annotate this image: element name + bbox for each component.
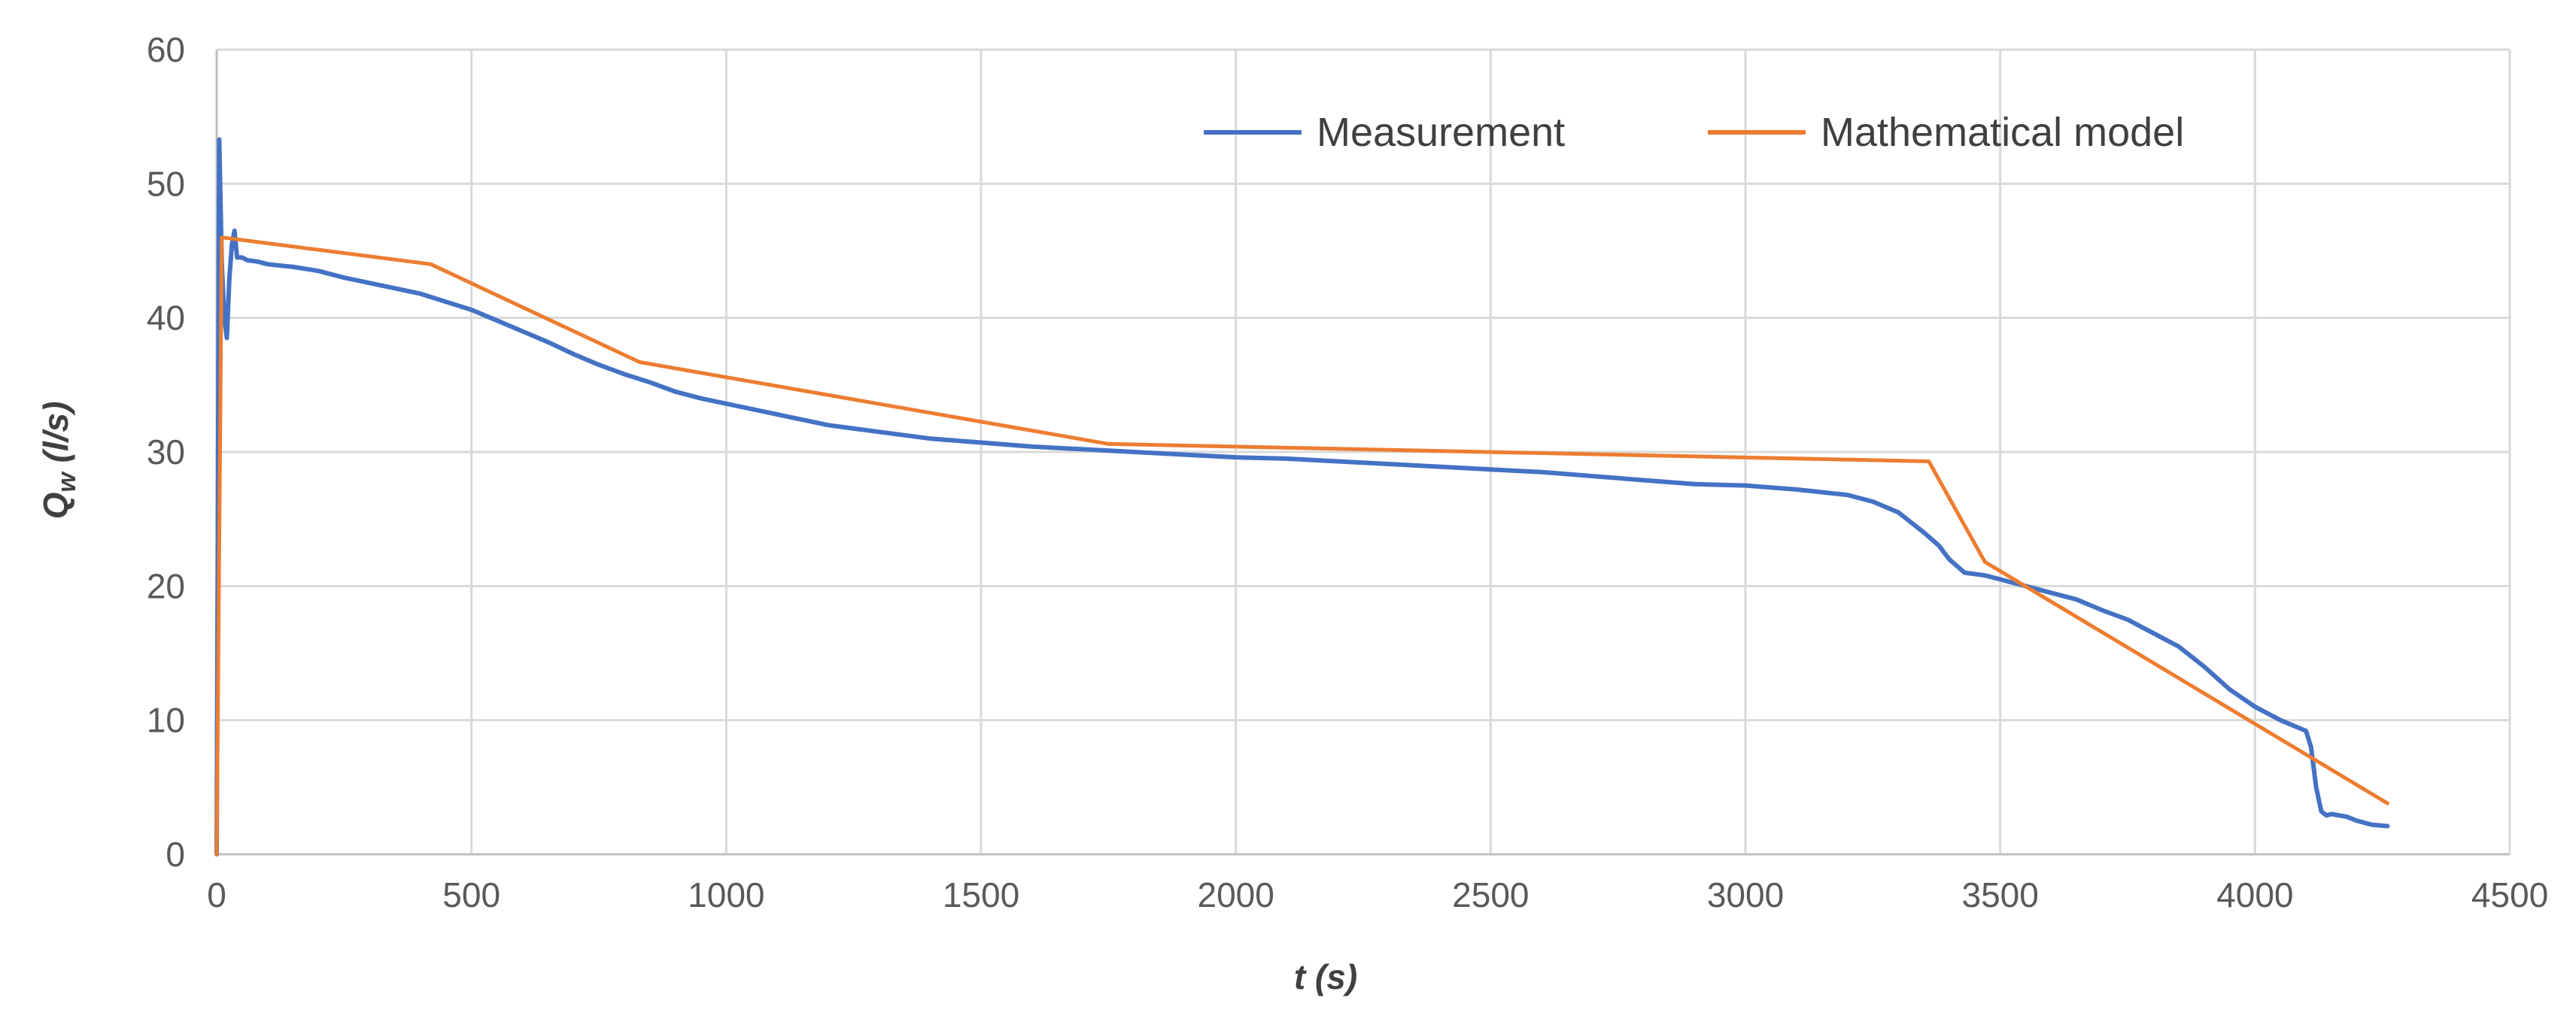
x-tick-label: 3500	[1961, 875, 2038, 914]
x-tick-label: 2000	[1197, 875, 1274, 914]
y-tick-label: 60	[147, 30, 185, 69]
x-tick-label: 500	[442, 875, 500, 914]
axes: 0 10 20 30 40 50 60 0 500 1000 1500 2000 2500 3000 350…	[147, 30, 2548, 914]
x-tick-label: 4500	[2471, 875, 2548, 914]
legend-label-measurement: Measurement	[1317, 110, 1565, 155]
gridlines	[217, 48, 2511, 854]
series-line-mathematical-model	[214, 235, 2389, 857]
y-tick-label: 0	[166, 835, 185, 874]
x-tick-label: 0	[207, 875, 226, 914]
y-axis-title-unit: (l/s)	[36, 402, 75, 463]
x-tick-label: 2500	[1452, 875, 1529, 914]
y-tick-label: 30	[147, 432, 185, 472]
legend-label-mathematical-model: Mathematical model	[1821, 110, 2184, 155]
x-axis-title: t (s)	[1294, 957, 1357, 996]
legend: Measurement Mathematical model	[1204, 110, 2184, 155]
x-tick-label: 4000	[2216, 875, 2293, 914]
y-axis-title: Qw (l/s)	[36, 402, 81, 520]
x-tick-label: 1500	[943, 875, 1019, 914]
y-axis-title-subscript: w	[53, 471, 81, 493]
series-line-measurement	[214, 137, 2390, 857]
series-lines	[214, 137, 2390, 857]
y-axis-title-main: Q	[36, 492, 75, 519]
x-tick-label: 3000	[1707, 875, 1784, 914]
y-tick-label: 20	[147, 566, 185, 605]
y-tick-label: 40	[147, 299, 185, 338]
x-tick-label: 1000	[688, 875, 764, 914]
y-tick-label: 50	[147, 164, 185, 203]
y-tick-label: 10	[147, 701, 185, 740]
